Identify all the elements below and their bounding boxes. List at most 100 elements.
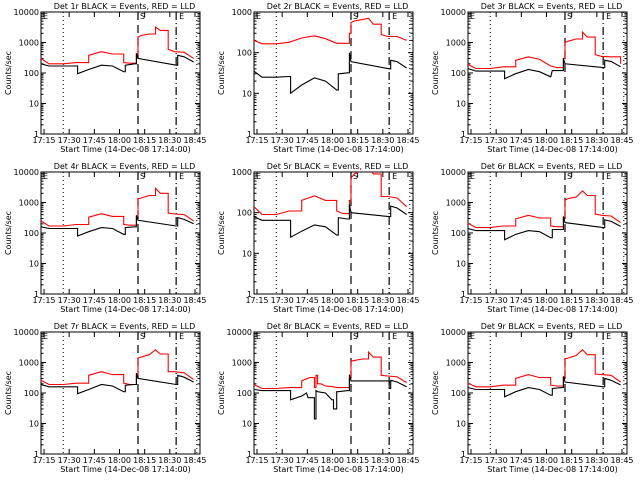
lld-series-line (254, 350, 407, 390)
x-tick-label: 17:30 (485, 456, 508, 465)
x-tick-label: 18:30 (158, 456, 181, 465)
y-tick-label: 1000 (446, 199, 466, 208)
y-axis-label: Counts/sec (4, 371, 13, 415)
y-axis-label: Counts/sec (217, 211, 226, 255)
panel-title: Det 3r BLACK = Events, RED = LLD (481, 2, 623, 11)
x-axis-label: Start Time (14-Dec-08 17:14:00) (273, 305, 404, 314)
x-axis-label: Start Time (14-Dec-08 17:14:00) (487, 305, 618, 314)
y-tick-label: 1 (34, 130, 39, 139)
y-tick-label: 1000 (232, 168, 252, 177)
x-tick-label: 18:15 (560, 456, 583, 465)
x-tick-label: 18:45 (396, 136, 419, 145)
series-group (468, 30, 622, 80)
panel-title: Det 2r BLACK = Events, RED = LLD (267, 2, 409, 11)
x-axis-label: Start Time (14-Dec-08 17:14:00) (60, 145, 191, 154)
y-tick-label: 100 (451, 229, 466, 238)
x-tick-label: 18:30 (371, 296, 394, 305)
x-tick-label: 18:45 (610, 296, 633, 305)
x-tick-label: 18:30 (585, 456, 608, 465)
x-tick-label: 17:30 (271, 136, 294, 145)
lld-series-line (468, 349, 621, 388)
y-tick-label: 1000 (19, 359, 39, 368)
lld-series-line (41, 187, 194, 227)
x-tick-label: 17:15 (32, 456, 55, 465)
x-tick-label: 18:45 (396, 296, 419, 305)
y-tick-label: 100 (237, 389, 252, 398)
marker-label-e-right: E (179, 172, 184, 181)
marker-label-s: S (567, 332, 572, 341)
x-tick-label: 17:30 (58, 456, 81, 465)
x-tick-label: 18:15 (346, 296, 369, 305)
panel-title: Det 7r BLACK = Events, RED = LLD (54, 322, 196, 331)
x-tick-label: 17:45 (510, 456, 533, 465)
y-tick-label: 1 (247, 450, 252, 459)
x-tick-label: 18:15 (346, 136, 369, 145)
y-tick-label: 1 (34, 450, 39, 459)
x-tick-label: 17:30 (271, 456, 294, 465)
y-tick-label: 10000 (14, 168, 39, 177)
x-tick-label: 18:45 (610, 456, 633, 465)
x-tick-label: 18:00 (321, 136, 344, 145)
panel-det-2: Det 2r BLACK = Events, RED = LLD 1 10 100 10… (217, 2, 420, 154)
panel-det-5: Det 5r BLACK = Events, RED = LLD 1 10 100 10… (217, 162, 420, 314)
marker-label-s: S (353, 12, 358, 21)
events-series-line (41, 52, 194, 75)
panel-det-8: Det 8r BLACK = Events, RED = LLD 1 10 100 10… (217, 322, 420, 474)
y-tick-label: 1000 (19, 199, 39, 208)
x-tick-label: 17:15 (245, 456, 268, 465)
lld-series-line (41, 26, 194, 65)
x-tick-label: 18:45 (396, 456, 419, 465)
panel-det-9: Det 9r BLACK = Events, RED = LLD 1 10 100 10… (431, 322, 634, 474)
x-tick-label: 17:15 (459, 296, 482, 305)
x-axis-label: Start Time (14-Dec-08 17:14:00) (273, 145, 404, 154)
y-axis-label: Counts/sec (217, 51, 226, 95)
series-group (41, 26, 194, 75)
marker-label-s: S (567, 12, 572, 21)
x-tick-label: 17:45 (296, 136, 319, 145)
y-tick-label: 10 (456, 260, 466, 269)
marker-label-e-left: E (470, 172, 475, 181)
x-tick-label: 17:45 (296, 296, 319, 305)
marker-label-s: S (567, 172, 572, 181)
marker-label-e-left: E (256, 332, 261, 341)
x-tick-label: 17:45 (296, 456, 319, 465)
marker-label-e-right: E (606, 172, 611, 181)
events-series-line (254, 374, 407, 420)
x-tick-label: 18:00 (535, 296, 558, 305)
y-axis-label: Counts/sec (431, 51, 440, 95)
x-tick-label: 18:00 (535, 136, 558, 145)
x-tick-label: 18:15 (133, 296, 156, 305)
x-tick-label: 18:45 (183, 136, 206, 145)
y-tick-label: 1 (34, 290, 39, 299)
x-tick-label: 18:30 (371, 136, 394, 145)
y-tick-label: 1 (247, 290, 252, 299)
series-group (468, 190, 621, 241)
x-tick-label: 18:00 (108, 136, 131, 145)
x-tick-label: 17:30 (271, 296, 294, 305)
x-axis-label: Start Time (14-Dec-08 17:14:00) (273, 465, 404, 474)
series-group (468, 349, 621, 398)
y-tick-label: 10 (29, 260, 39, 269)
lld-series-line (468, 30, 622, 70)
marker-label-e-right: E (392, 172, 397, 181)
x-tick-label: 17:30 (485, 136, 508, 145)
panel-det-6: Det 6r BLACK = Events, RED = LLD 1 10 100 10… (431, 162, 634, 314)
y-tick-label: 10 (29, 420, 39, 429)
x-tick-label: 18:00 (321, 456, 344, 465)
x-tick-label: 18:15 (560, 296, 583, 305)
x-tick-label: 18:30 (371, 456, 394, 465)
panel-title: Det 1r BLACK = Events, RED = LLD (54, 2, 196, 11)
x-tick-label: 18:00 (108, 456, 131, 465)
events-series-line (468, 376, 621, 398)
panel-title: Det 5r BLACK = Events, RED = LLD (267, 162, 409, 171)
x-tick-label: 18:30 (158, 296, 181, 305)
x-tick-label: 17:15 (459, 456, 482, 465)
y-tick-label: 10000 (14, 328, 39, 337)
x-tick-label: 18:00 (321, 296, 344, 305)
panel-title: Det 8r BLACK = Events, RED = LLD (267, 322, 409, 331)
y-axis-label: Counts/sec (4, 51, 13, 95)
x-tick-label: 17:15 (245, 136, 268, 145)
y-tick-label: 100 (237, 49, 252, 58)
marker-label-e-left: E (43, 332, 48, 341)
x-tick-label: 17:45 (83, 456, 106, 465)
